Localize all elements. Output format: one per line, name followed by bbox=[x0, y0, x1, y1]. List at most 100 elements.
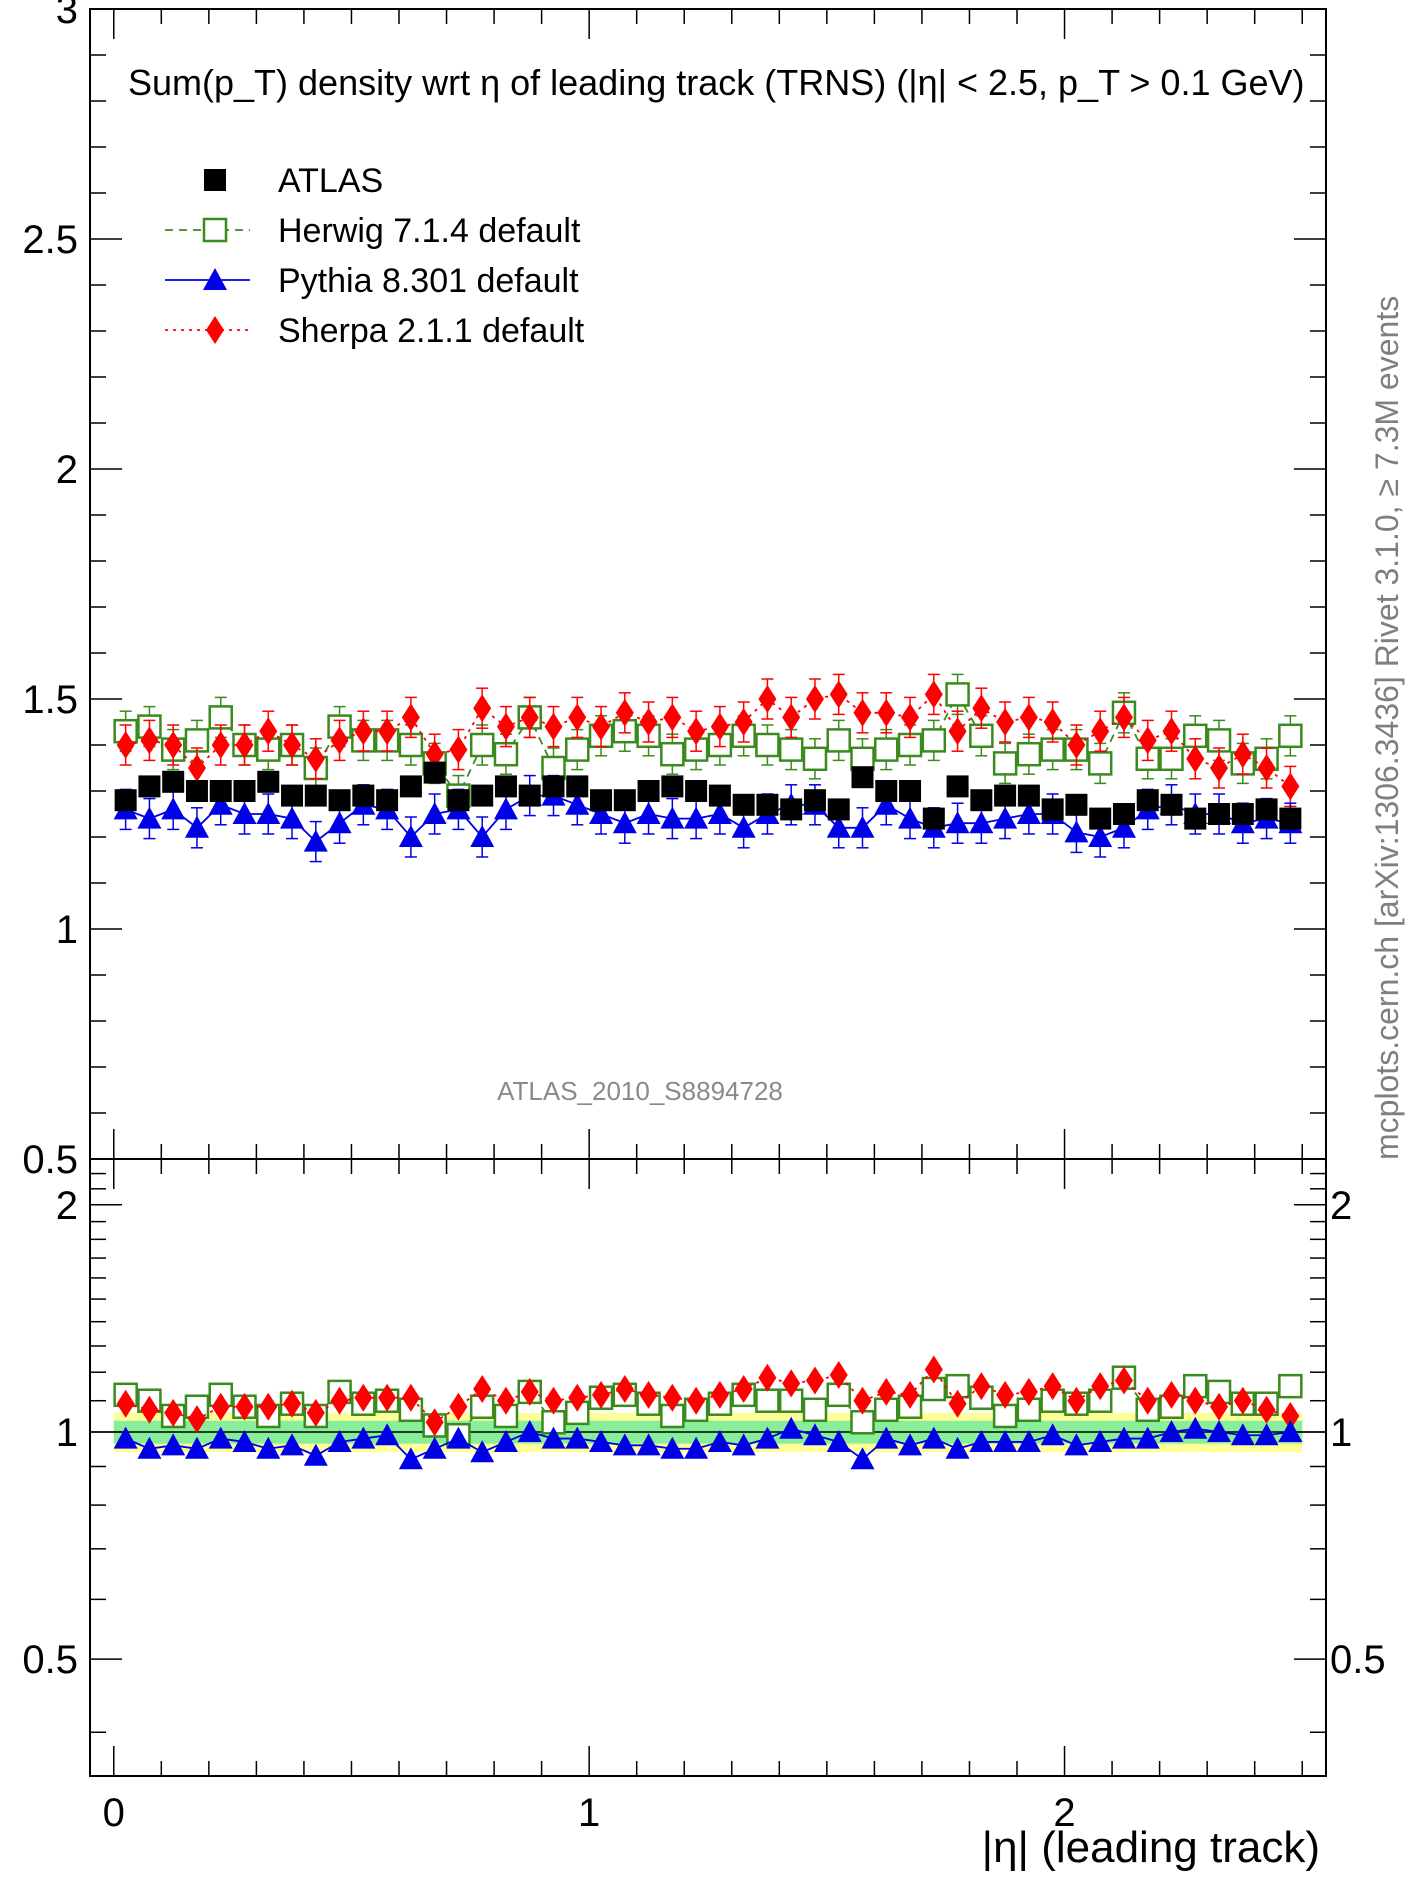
sherpa-ratio-point bbox=[901, 1380, 920, 1409]
sherpa-ratio-point bbox=[829, 1360, 848, 1389]
atlas-point bbox=[423, 761, 446, 784]
pythia-ratio-point bbox=[113, 1426, 138, 1449]
ratio-y-tick-label-left: 2 bbox=[56, 1184, 78, 1228]
sherpa-point bbox=[1114, 703, 1133, 732]
sherpa-point bbox=[639, 708, 658, 736]
pythia-ratio-point bbox=[184, 1436, 209, 1459]
pythia-point bbox=[589, 802, 614, 824]
herwig-ratio-point bbox=[802, 1397, 828, 1423]
atlas-point bbox=[399, 775, 422, 798]
main-data-marks bbox=[113, 673, 1303, 863]
atlas-point bbox=[637, 780, 660, 802]
pythia-ratio-point bbox=[636, 1433, 661, 1456]
sherpa-ratio-point bbox=[283, 1389, 302, 1418]
sherpa-ratio-point bbox=[948, 1389, 967, 1418]
sherpa-ratio-point bbox=[235, 1392, 254, 1421]
legend: ATLAS Herwig 7.1.4 default Pythia 8.301 de… bbox=[165, 162, 585, 350]
sherpa-point bbox=[259, 717, 278, 746]
pythia-ratio-point bbox=[1040, 1423, 1065, 1446]
pythia-ratio-point bbox=[422, 1436, 447, 1459]
sherpa-ratio-point bbox=[496, 1386, 515, 1415]
sherpa-ratio-point bbox=[758, 1363, 777, 1392]
herwig-point bbox=[778, 737, 804, 762]
atlas-point bbox=[590, 789, 613, 812]
atlas-point bbox=[922, 807, 945, 830]
atlas-point bbox=[851, 766, 874, 789]
x-tick-label: 1 bbox=[578, 1791, 600, 1835]
pythia-ratio-point bbox=[874, 1426, 899, 1449]
herwig-point bbox=[469, 732, 495, 758]
main-ticks bbox=[90, 8, 1326, 1160]
atlas-point bbox=[1279, 807, 1302, 830]
sherpa-point bbox=[1067, 731, 1086, 759]
sherpa-point bbox=[924, 680, 943, 709]
pythia-point bbox=[280, 806, 305, 829]
pythia-point bbox=[636, 802, 661, 824]
sherpa-ratio-point bbox=[687, 1386, 706, 1415]
pythia-ratio-point bbox=[541, 1426, 566, 1449]
herwig-point bbox=[755, 732, 780, 758]
sherpa-ratio-point bbox=[996, 1380, 1015, 1409]
pythia-point bbox=[1088, 825, 1113, 847]
sherpa-point bbox=[710, 712, 729, 741]
pythia-point bbox=[303, 829, 328, 852]
ratio-y-tick-label-right: 2 bbox=[1330, 1184, 1352, 1228]
legend-herwig-marker bbox=[202, 217, 228, 243]
sherpa-ratio-point bbox=[972, 1372, 991, 1401]
herwig-point bbox=[945, 682, 970, 707]
herwig-point bbox=[874, 737, 899, 762]
pythia-point bbox=[327, 811, 352, 834]
pythia-point bbox=[660, 806, 685, 829]
atlas-point bbox=[1112, 803, 1135, 825]
sherpa-point bbox=[1210, 754, 1229, 782]
pythia-ratio-point bbox=[1135, 1426, 1160, 1449]
atlas-point bbox=[875, 780, 898, 802]
atlas-point bbox=[494, 775, 517, 798]
sherpa-ratio-point bbox=[425, 1408, 444, 1437]
pythia-ratio-point bbox=[375, 1423, 400, 1446]
atlas-point bbox=[257, 770, 280, 793]
pythia-point bbox=[232, 802, 257, 824]
sherpa-point bbox=[496, 712, 515, 741]
sherpa-ratio-point bbox=[924, 1355, 943, 1384]
sherpa-ratio-point bbox=[639, 1380, 658, 1409]
pythia-ratio-point bbox=[517, 1419, 542, 1442]
main-y-tick-label: 2 bbox=[56, 448, 78, 492]
sherpa-point bbox=[734, 708, 753, 736]
pythia-point bbox=[612, 811, 637, 834]
sherpa-ratio-point bbox=[805, 1366, 824, 1395]
atlas-point bbox=[803, 789, 826, 812]
sherpa-point bbox=[805, 685, 824, 713]
herwig-ratio-point bbox=[1278, 1373, 1303, 1399]
atlas-point bbox=[566, 775, 589, 798]
sherpa-ratio-point bbox=[1210, 1392, 1229, 1421]
pythia-ratio-point bbox=[1064, 1433, 1089, 1456]
pythia-ratio-point bbox=[208, 1426, 233, 1449]
sherpa-ratio-point bbox=[211, 1392, 230, 1421]
atlas-point bbox=[352, 784, 375, 807]
ratio-y-tick-label-left: 0.5 bbox=[22, 1638, 78, 1682]
sherpa-ratio-point bbox=[1114, 1366, 1133, 1395]
herwig-point bbox=[802, 746, 828, 772]
sherpa-point bbox=[615, 698, 634, 727]
atlas-point bbox=[185, 780, 208, 802]
pythia-point bbox=[470, 825, 495, 847]
atlas-point bbox=[1041, 798, 1064, 821]
pythia-ratio-point bbox=[1183, 1416, 1208, 1439]
atlas-point bbox=[376, 789, 399, 812]
sherpa-ratio-point bbox=[568, 1383, 587, 1412]
atlas-point bbox=[685, 780, 708, 802]
sherpa-ratio-point bbox=[1067, 1386, 1086, 1415]
pythia-ratio-point bbox=[660, 1436, 685, 1459]
sherpa-ratio-point bbox=[259, 1392, 278, 1421]
pythia-ratio-point bbox=[470, 1440, 495, 1463]
sherpa-ratio-point bbox=[663, 1383, 682, 1412]
sherpa-ratio-point bbox=[1233, 1386, 1252, 1415]
herwig-point bbox=[826, 728, 851, 753]
pythia-point bbox=[1064, 820, 1089, 843]
pythia-ratio-point bbox=[303, 1443, 328, 1466]
ratio-y-tick-label-left: 1 bbox=[56, 1411, 78, 1455]
atlas-point bbox=[732, 793, 755, 816]
sherpa-ratio-point bbox=[544, 1386, 563, 1415]
sherpa-ratio-point bbox=[187, 1405, 206, 1434]
